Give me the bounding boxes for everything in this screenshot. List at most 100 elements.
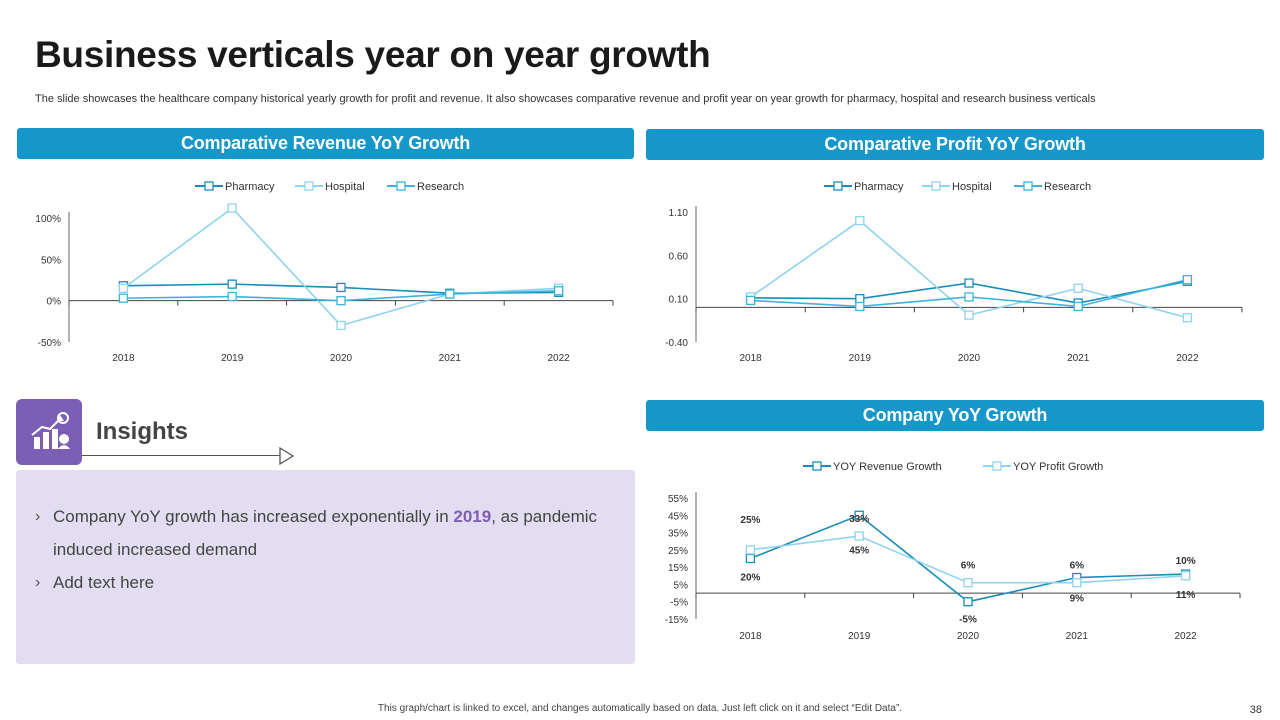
page-number: 38 bbox=[1249, 704, 1262, 716]
insight-highlight-year: 2019 bbox=[453, 507, 492, 526]
company-legend-marker bbox=[992, 461, 1002, 471]
insight-bullet-1-text: Company YoY growth has increased exponen… bbox=[53, 507, 454, 526]
company-data-label: 45% bbox=[849, 545, 869, 556]
profit-legend-label: Research bbox=[1044, 181, 1091, 193]
profit-y-tick-label: 0.10 bbox=[669, 295, 689, 306]
profit-x-tick-label: 2020 bbox=[958, 353, 981, 364]
insights-divider bbox=[82, 455, 282, 456]
company-data-label: 6% bbox=[1070, 561, 1085, 572]
revenue-x-tick-label: 2018 bbox=[112, 353, 135, 364]
profit-data-point bbox=[855, 294, 865, 304]
profit-data-point bbox=[1073, 301, 1083, 312]
revenue-x-tick-label: 2021 bbox=[439, 353, 462, 364]
company-y-tick-label: 35% bbox=[668, 529, 688, 540]
revenue-series-line bbox=[122, 207, 559, 327]
revenue-data-point bbox=[227, 291, 237, 302]
company-x-tick-label: 2022 bbox=[1174, 631, 1197, 642]
profit-y-tick-label: 0.60 bbox=[669, 251, 689, 262]
profit-legend-label: Hospital bbox=[952, 181, 992, 193]
insights-title: Insights bbox=[96, 418, 189, 445]
revenue-y-tick-label: -50% bbox=[38, 338, 61, 349]
revenue-x-tick-label: 2019 bbox=[221, 353, 244, 364]
revenue-legend-marker bbox=[304, 181, 314, 191]
profit-x-tick-label: 2021 bbox=[1067, 353, 1090, 364]
profit-data-point bbox=[855, 301, 865, 312]
company-data-label: 6% bbox=[961, 561, 976, 572]
profit-legend-marker bbox=[833, 181, 843, 191]
company-data-label: 9% bbox=[1070, 594, 1085, 605]
company-data-point bbox=[745, 553, 756, 564]
company-data-label: -5% bbox=[959, 615, 977, 626]
company-y-tick-label: -5% bbox=[670, 598, 688, 609]
company-data-label: 33% bbox=[849, 514, 869, 525]
revenue-legend-label: Research bbox=[417, 181, 464, 193]
company-x-tick-label: 2020 bbox=[957, 631, 980, 642]
profit-data-point bbox=[964, 292, 974, 302]
company-x-tick-label: 2018 bbox=[739, 631, 762, 642]
profit-data-point bbox=[1182, 313, 1193, 323]
company-data-point bbox=[963, 578, 973, 588]
company-legend-label: YOY Revenue Growth bbox=[833, 461, 942, 473]
insight-bullet-2-text: Add text here bbox=[53, 573, 155, 592]
profit-data-point bbox=[1182, 274, 1193, 285]
revenue-data-point bbox=[336, 282, 346, 293]
insight-bullet-1-tail: , as pandemic induced increased demand bbox=[53, 507, 598, 559]
insights-box bbox=[16, 470, 635, 664]
company-data-point bbox=[854, 510, 864, 520]
company-data-label: 10% bbox=[1176, 556, 1196, 567]
revenue-legend-marker bbox=[396, 181, 406, 191]
company-y-tick-label: 55% bbox=[668, 494, 688, 505]
revenue-data-point bbox=[336, 320, 346, 331]
profit-y-tick-label: 1.10 bbox=[669, 208, 689, 219]
company-data-point bbox=[745, 545, 756, 555]
company-x-tick-label: 2021 bbox=[1066, 631, 1089, 642]
company-series-line bbox=[750, 514, 1186, 603]
company-y-tick-label: 25% bbox=[668, 546, 688, 557]
company-legend-marker bbox=[812, 461, 822, 471]
revenue-data-point bbox=[227, 279, 237, 289]
footer-note: This graph/chart is linked to excel, and… bbox=[377, 703, 903, 714]
page-title: Business verticals year on year growth bbox=[35, 34, 711, 75]
profit-data-point bbox=[964, 310, 974, 320]
company-data-point bbox=[1180, 571, 1191, 581]
revenue-data-point bbox=[336, 296, 346, 306]
growth-chart-icon bbox=[16, 399, 82, 465]
company-y-tick-label: 5% bbox=[674, 580, 689, 591]
chevron-right-icon: › bbox=[35, 508, 41, 525]
revenue-data-point bbox=[445, 289, 455, 299]
profit-x-tick-label: 2022 bbox=[1176, 353, 1199, 364]
profit-y-tick-label: -0.40 bbox=[665, 338, 688, 349]
revenue-data-point bbox=[227, 203, 237, 213]
revenue-chart-header: Comparative Revenue YoY Growth bbox=[17, 128, 634, 159]
company-data-label: 20% bbox=[740, 573, 760, 584]
profit-x-tick-label: 2018 bbox=[739, 353, 762, 364]
company-data-point bbox=[1072, 578, 1082, 588]
revenue-y-tick-label: 0% bbox=[47, 297, 62, 308]
profit-legend-label: Pharmacy bbox=[854, 181, 904, 193]
company-y-tick-label: 45% bbox=[668, 511, 688, 522]
page-subtitle: The slide showcases the healthcare compa… bbox=[35, 93, 1096, 105]
company-legend-label: YOY Profit Growth bbox=[1013, 461, 1103, 473]
profit-data-point bbox=[745, 295, 756, 306]
chevron-right-icon: › bbox=[35, 574, 41, 591]
company-data-point bbox=[963, 597, 973, 607]
insight-bullet-1: › Company YoY growth has increased expon… bbox=[35, 500, 615, 566]
profit-legend-marker bbox=[931, 181, 941, 191]
profit-series-line bbox=[750, 219, 1188, 319]
revenue-x-tick-label: 2022 bbox=[547, 353, 570, 364]
company-data-point bbox=[854, 531, 864, 541]
company-data-label: 11% bbox=[1176, 590, 1196, 601]
revenue-data-point bbox=[118, 283, 129, 293]
arrow-right-icon bbox=[279, 446, 295, 466]
profit-legend-marker bbox=[1023, 181, 1033, 191]
revenue-legend-label: Hospital bbox=[325, 181, 365, 193]
profit-x-tick-label: 2019 bbox=[849, 353, 872, 364]
company-chart-header: Company YoY Growth bbox=[646, 400, 1264, 431]
revenue-legend-marker bbox=[204, 181, 214, 191]
profit-data-point bbox=[1073, 283, 1083, 293]
revenue-data-point bbox=[118, 293, 129, 303]
revenue-y-tick-label: 50% bbox=[41, 255, 61, 266]
revenue-y-tick-label: 100% bbox=[35, 214, 61, 225]
profit-data-point bbox=[964, 278, 974, 288]
